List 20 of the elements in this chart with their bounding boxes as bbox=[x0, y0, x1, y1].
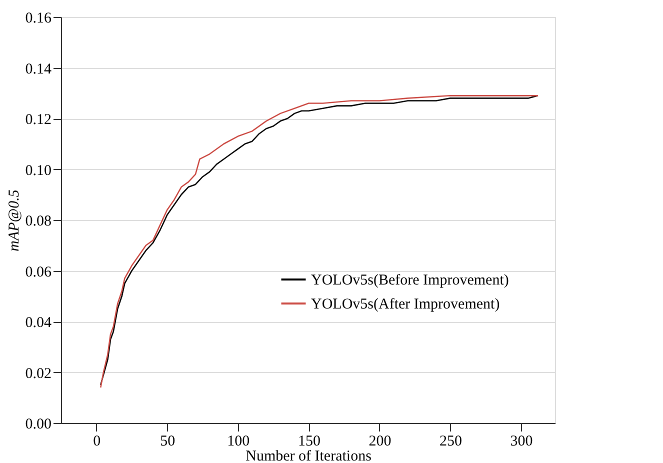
y-axis-title: mAP@0.5 bbox=[6, 189, 22, 252]
y-tick-label: 0.12 bbox=[25, 112, 52, 128]
x-tick-label: 0 bbox=[93, 434, 101, 450]
y-tick-label: 0.06 bbox=[25, 264, 52, 280]
x-tick-label: 50 bbox=[160, 434, 176, 450]
y-tick-label: 0.02 bbox=[25, 366, 52, 382]
x-tick-label: 150 bbox=[298, 434, 320, 450]
y-tick-label: 0.08 bbox=[25, 214, 52, 230]
legend-label: YOLOv5s(Before Improvement) bbox=[311, 272, 509, 288]
y-tick-label: 0.00 bbox=[25, 416, 52, 432]
y-tick-label: 0.10 bbox=[25, 162, 52, 179]
x-tick-label: 250 bbox=[440, 434, 462, 450]
legend-label: YOLOv5s(After Improvement) bbox=[311, 296, 500, 312]
y-tick-label: 0.04 bbox=[25, 315, 52, 331]
x-axis-title: Number of Iterations bbox=[246, 448, 372, 463]
y-tick-label: 0.16 bbox=[25, 10, 52, 26]
x-tick-label: 100 bbox=[227, 434, 250, 450]
x-tick-label: 200 bbox=[368, 434, 392, 450]
x-tick-label: 300 bbox=[510, 434, 533, 450]
y-tick-label: 0.14 bbox=[25, 61, 52, 78]
